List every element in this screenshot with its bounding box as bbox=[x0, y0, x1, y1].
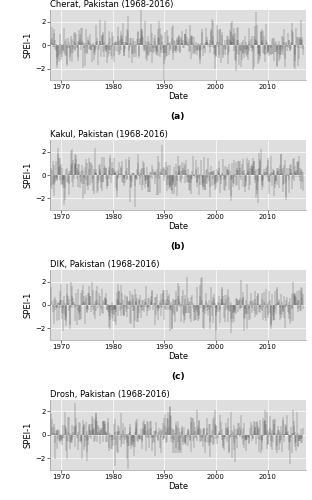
Y-axis label: SPEI-1: SPEI-1 bbox=[24, 32, 33, 58]
Text: Drosh, Pakistan (1968-2016): Drosh, Pakistan (1968-2016) bbox=[50, 390, 170, 399]
Text: (b): (b) bbox=[171, 242, 185, 251]
Text: Cherat, Pakistan (1968-2016): Cherat, Pakistan (1968-2016) bbox=[50, 0, 173, 9]
X-axis label: Date: Date bbox=[168, 482, 188, 490]
X-axis label: Date: Date bbox=[168, 352, 188, 360]
Y-axis label: SPEI-1: SPEI-1 bbox=[24, 422, 33, 448]
Text: (a): (a) bbox=[171, 112, 185, 121]
X-axis label: Date: Date bbox=[168, 222, 188, 230]
Y-axis label: SPEI-1: SPEI-1 bbox=[24, 292, 33, 318]
X-axis label: Date: Date bbox=[168, 92, 188, 101]
Text: (c): (c) bbox=[171, 372, 185, 381]
Text: Kakul, Pakistan (1968-2016): Kakul, Pakistan (1968-2016) bbox=[50, 130, 168, 139]
Text: DIK, Pakistan (1968-2016): DIK, Pakistan (1968-2016) bbox=[50, 260, 159, 269]
Y-axis label: SPEI-1: SPEI-1 bbox=[24, 162, 33, 188]
